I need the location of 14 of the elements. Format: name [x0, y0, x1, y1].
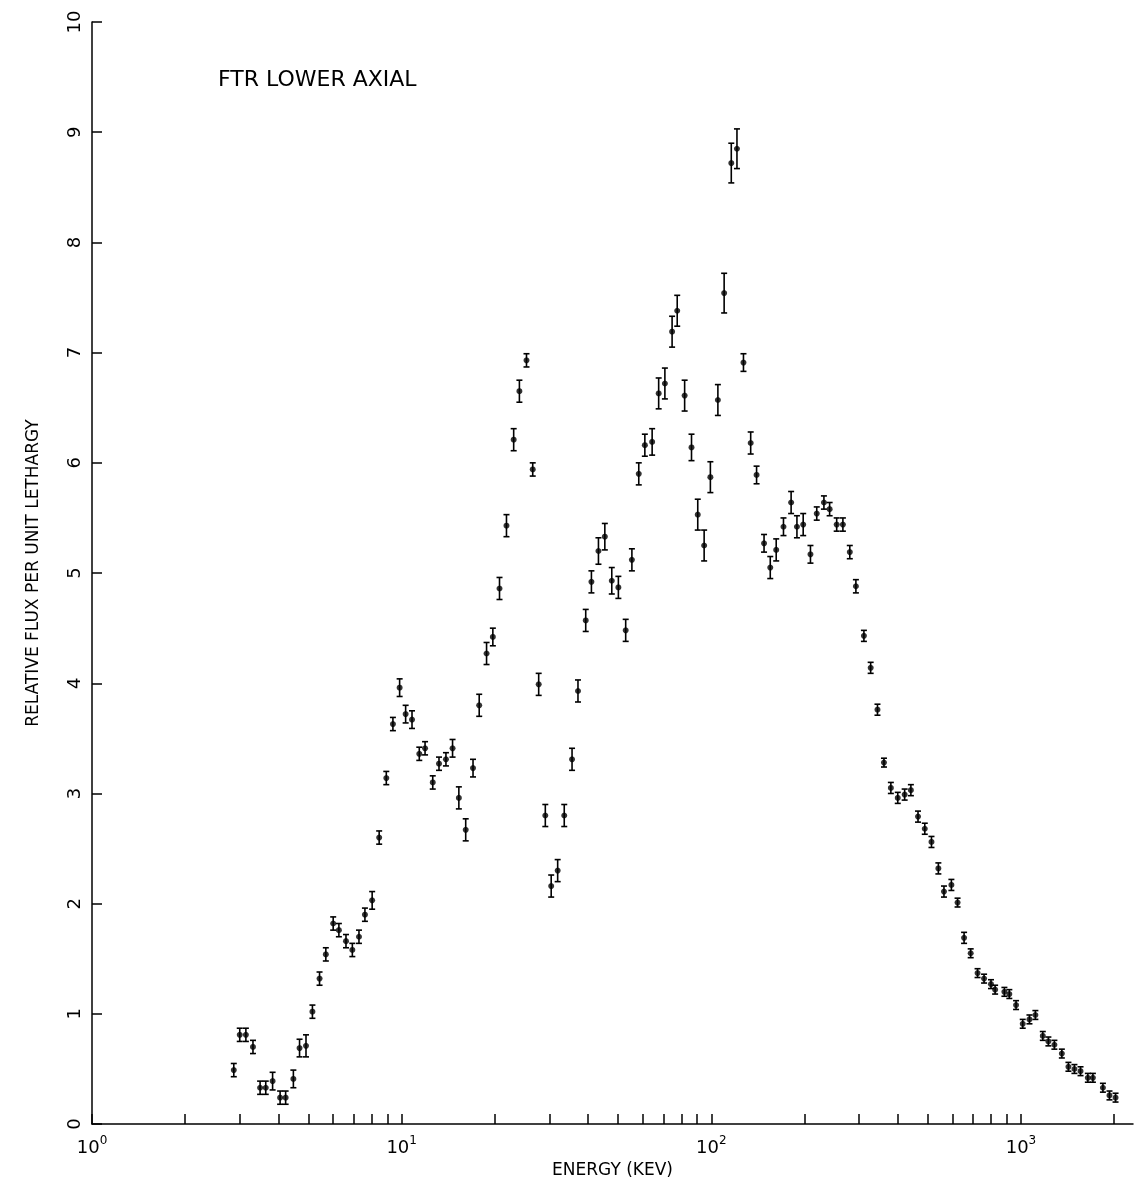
y-axis-title: RELATIVE FLUX PER UNIT LETHARGY	[21, 418, 42, 727]
y-tick-label: 0	[62, 1118, 84, 1130]
y-tick-label: 1	[62, 1008, 84, 1020]
x-axis-title: ENERGY (KEV)	[552, 1158, 673, 1179]
text: FTR LOWER AXIAL	[218, 65, 418, 91]
y-tick-label: 3	[62, 787, 84, 800]
y-tick-label: 9	[62, 126, 84, 138]
y-tick-label: 8	[62, 236, 84, 249]
y-tick-label: 10	[62, 10, 84, 34]
y-tick-label: 4	[62, 677, 84, 689]
y-tick-label: 2	[62, 897, 84, 910]
y-tick-label: 5	[62, 567, 84, 579]
y-tick-label: 6	[62, 457, 84, 469]
y-tick-label: 7	[62, 346, 84, 359]
